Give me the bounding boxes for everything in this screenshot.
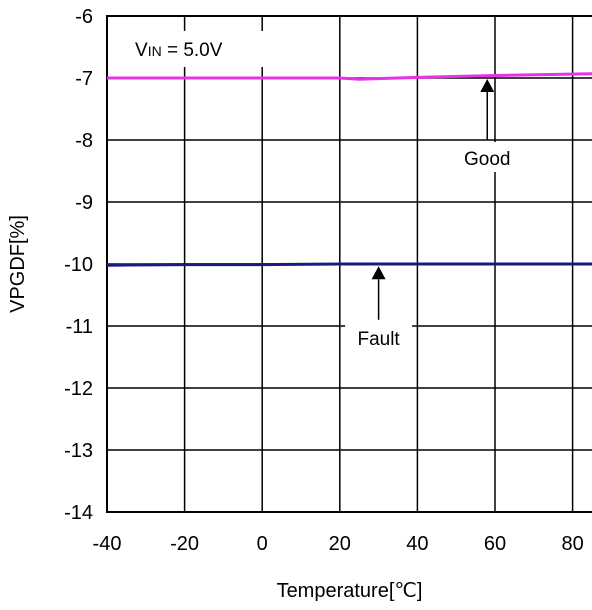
legend-suffix: = 5.0V xyxy=(162,40,223,61)
y-tick-labels: -6 -7 -8 -9 -10 -11 -12 -13 -14 xyxy=(64,6,93,524)
annotation-label-background xyxy=(345,321,413,352)
x-tick-label: 40 xyxy=(406,533,428,555)
legend-text: VIN = 5.0V xyxy=(135,40,223,61)
series-line-1 xyxy=(107,72,592,81)
annotation-label: Fault xyxy=(357,329,400,350)
y-tick-label: -7 xyxy=(75,68,93,90)
legend-box: VIN = 5.0V xyxy=(125,31,265,67)
annotation-label-background xyxy=(459,142,516,172)
y-tick-label: -13 xyxy=(64,440,93,462)
y-tick-label: -14 xyxy=(64,502,93,524)
series-group xyxy=(106,72,592,267)
y-tick-label: -9 xyxy=(75,192,93,214)
legend-subscript: IN xyxy=(148,43,162,59)
y-tick-label: -10 xyxy=(64,254,93,276)
x-tick-label: -40 xyxy=(93,533,122,555)
x-axis-label: Temperature[℃] xyxy=(277,580,423,602)
x-tick-label: 0 xyxy=(257,533,268,555)
legend-prefix: V xyxy=(135,40,148,61)
x-tick-label: 20 xyxy=(329,533,351,555)
annotation-arrow-head xyxy=(480,79,495,92)
x-tick-label: 80 xyxy=(561,533,583,555)
y-tick-label: -11 xyxy=(66,316,93,338)
y-tick-label: -12 xyxy=(64,378,93,400)
annotation-label: Good xyxy=(464,149,510,170)
y-axis-label: VPGDF[%] xyxy=(7,215,29,313)
x-tick-label: -20 xyxy=(170,533,199,555)
annotations: Good Fault xyxy=(345,79,516,352)
y-tick-label: -6 xyxy=(75,6,93,28)
y-tick-label: -8 xyxy=(75,130,93,152)
x-tick-label: 60 xyxy=(484,533,506,555)
legend-box-background xyxy=(125,31,265,67)
x-tick-labels: -40 -20 0 20 40 60 80 xyxy=(93,533,584,555)
annotation-arrow-head xyxy=(371,266,386,280)
series-line-2 xyxy=(106,262,592,267)
